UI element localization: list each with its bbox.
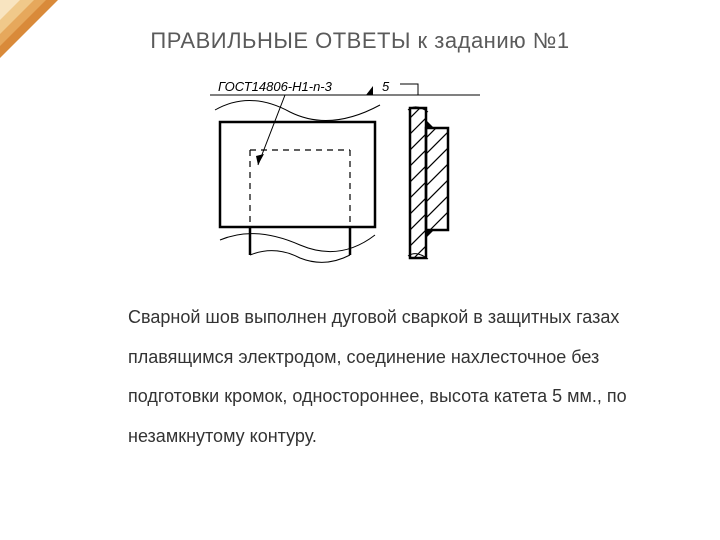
page-title: ПРАВИЛЬНЫЕ ОТВЕТЫ к заданию №1: [0, 28, 720, 54]
weld-diagram: ГОСТ14806-Н1-n-3 5: [210, 70, 510, 270]
callout-value: 5: [382, 79, 390, 94]
callout-label: ГОСТ14806-Н1-n-3: [218, 79, 333, 94]
answer-text: Сварной шов выполнен дуговой сваркой в з…: [128, 298, 628, 456]
